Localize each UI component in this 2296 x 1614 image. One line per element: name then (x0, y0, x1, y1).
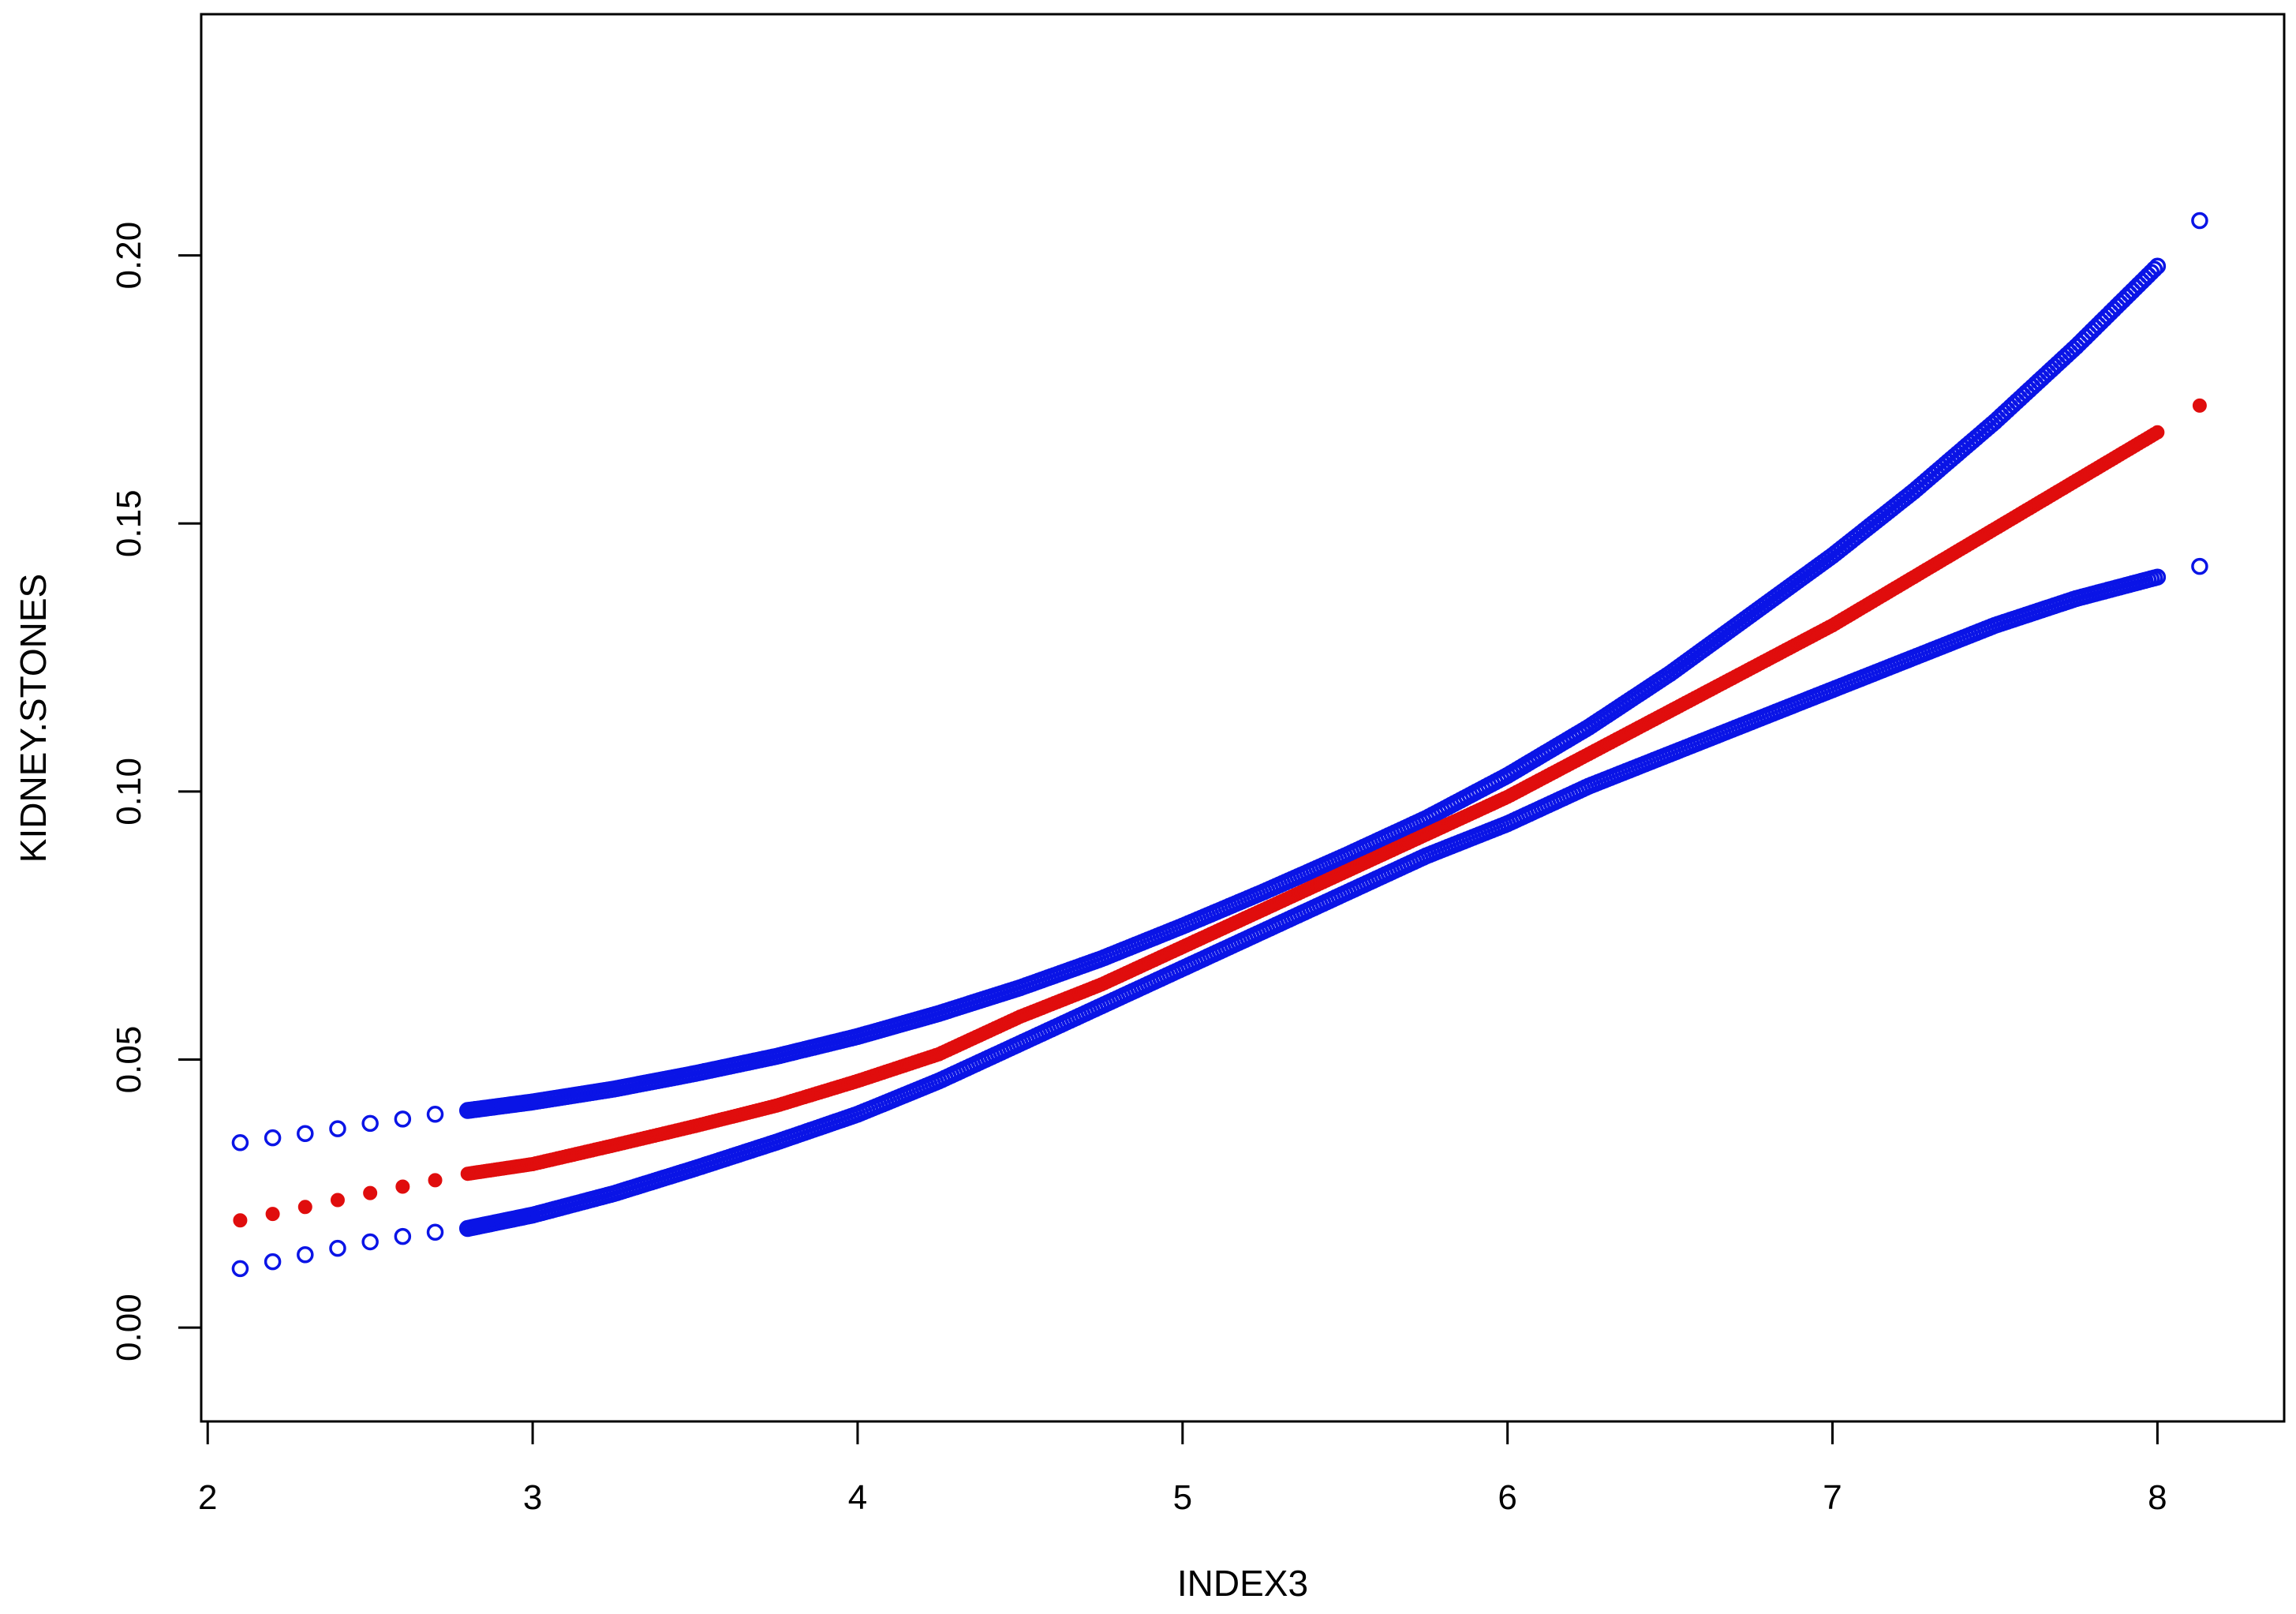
y-tick-label: 0.15 (110, 489, 148, 557)
x-axis: 2 3 4 5 6 7 8 (198, 1420, 2167, 1517)
data-point (233, 1213, 248, 1228)
data-point (361, 1114, 379, 1133)
data-point (297, 1200, 312, 1215)
data-point (264, 1253, 282, 1271)
data-point (2148, 568, 2167, 586)
x-tick-label: 8 (2148, 1478, 2167, 1517)
data-point (2148, 257, 2167, 275)
x-tick-label: 7 (1823, 1478, 1842, 1517)
data-point (297, 1246, 314, 1264)
data-point (2191, 212, 2208, 230)
data-point (265, 1207, 280, 1222)
y-tick-label: 0.00 (110, 1294, 148, 1361)
lower-band-series (231, 557, 2208, 1278)
data-point (2191, 557, 2208, 575)
upper-band-series (231, 212, 2208, 1152)
x-tick-label: 2 (198, 1478, 217, 1517)
data-point (426, 1106, 444, 1123)
series-layer (231, 212, 2208, 1278)
data-point (394, 1110, 412, 1128)
data-point (231, 1260, 249, 1278)
data-point (363, 1185, 378, 1200)
data-point (2150, 425, 2165, 440)
x-axis-title: INDEX3 (1177, 1563, 1308, 1604)
center-curve-series (233, 398, 2207, 1228)
y-axis-title: KIDNEY.STONES (13, 574, 54, 863)
data-point (329, 1120, 346, 1137)
data-point (426, 1223, 444, 1241)
data-point (394, 1227, 412, 1245)
x-tick-label: 6 (1498, 1478, 1516, 1517)
data-point (395, 1179, 410, 1194)
y-tick-label: 0.20 (110, 222, 148, 290)
data-point (329, 1239, 346, 1257)
data-point (2192, 398, 2207, 413)
data-point (264, 1129, 282, 1147)
x-tick-label: 3 (523, 1478, 542, 1517)
data-point (330, 1193, 345, 1208)
data-point (2145, 260, 2163, 278)
y-axis: 0.00 0.05 0.10 0.15 0.20 (110, 222, 203, 1361)
data-point (361, 1233, 379, 1251)
y-tick-label: 0.05 (110, 1026, 148, 1094)
data-point (297, 1125, 314, 1142)
data-point (428, 1173, 443, 1188)
x-tick-label: 4 (848, 1478, 867, 1517)
y-tick-label: 0.10 (110, 758, 148, 826)
data-point (231, 1134, 249, 1152)
x-tick-label: 5 (1173, 1478, 1192, 1517)
